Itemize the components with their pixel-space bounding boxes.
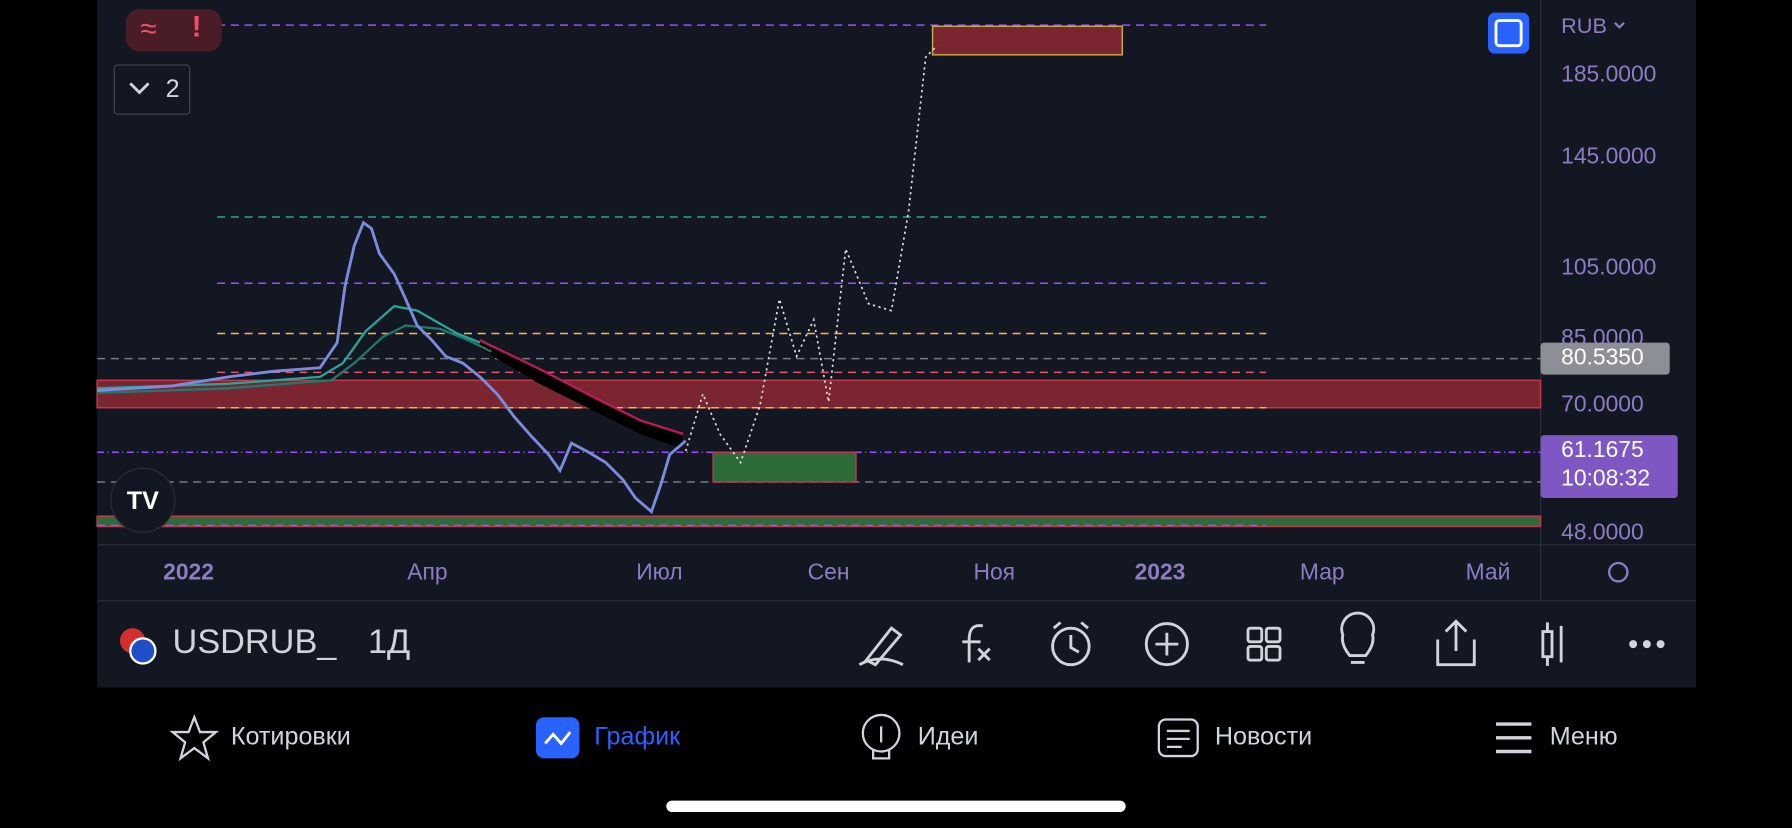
price-label: 185.0000 <box>1561 60 1656 86</box>
nav-item[interactable]: Меню <box>1550 722 1618 750</box>
logo-mark: TV <box>127 487 159 515</box>
price-series <box>97 220 687 515</box>
fullscreen-icon <box>1494 19 1523 48</box>
time-label: Ноя <box>974 558 1016 584</box>
last-price: 80.5350 <box>1561 344 1644 370</box>
collapsed-count: 2 <box>166 75 180 103</box>
flag <box>129 637 157 665</box>
levels <box>96 24 1542 528</box>
alert-icon: ! <box>192 10 202 43</box>
collapse-button[interactable] <box>113 64 191 115</box>
price-label: 48.0000 <box>1561 518 1644 544</box>
chart-panel <box>97 0 1697 688</box>
layout-icon <box>1246 644 1264 662</box>
support-zone <box>96 515 1542 528</box>
nav-item[interactable]: График <box>594 722 681 750</box>
indicators-icon[interactable] <box>962 624 991 663</box>
price-label: 145.0000 <box>1561 143 1656 169</box>
news-nav-icon[interactable] <box>1157 718 1199 758</box>
time-label: 2023 <box>1135 558 1186 584</box>
candle-wicks <box>1546 622 1563 666</box>
settings-icon[interactable] <box>1608 561 1629 583</box>
ideas-nav-icon[interactable] <box>861 713 901 753</box>
more-icon[interactable] <box>1629 640 1665 649</box>
quotes-icon[interactable] <box>169 714 220 762</box>
menu-nav-icon[interactable] <box>1496 722 1532 754</box>
time-label: Мар <box>1300 558 1345 584</box>
add-icon[interactable] <box>1144 622 1189 667</box>
dot <box>1642 640 1651 649</box>
news-icon-lines <box>1166 729 1190 749</box>
fullscreen-button[interactable] <box>1488 12 1530 54</box>
interval[interactable]: 1Д <box>368 623 410 661</box>
current-price: 61.1675 <box>1561 436 1644 462</box>
home-indicator <box>666 800 1126 813</box>
current-price-badge <box>1540 435 1678 498</box>
ideas-icon-detail <box>872 726 891 760</box>
draw-icon[interactable] <box>858 626 904 667</box>
time-label: Май <box>1466 558 1511 584</box>
entry-box <box>712 451 857 483</box>
time-label: Сен <box>808 558 850 584</box>
chart-icon-line <box>544 731 572 746</box>
ma-line <box>97 324 492 395</box>
time-label: 2022 <box>163 558 214 584</box>
nav-item[interactable]: Новости <box>1215 722 1312 750</box>
time-label: Июл <box>636 558 682 584</box>
dot <box>1656 640 1665 649</box>
nav-item[interactable]: Идеи <box>918 722 979 750</box>
plus <box>1155 632 1179 656</box>
currency[interactable]: RUB <box>1561 13 1607 38</box>
alert-clock-icon[interactable] <box>1051 626 1091 667</box>
resistance-zone <box>96 379 1542 409</box>
alert-icon: ≈ <box>140 13 156 46</box>
ideas-icon[interactable] <box>1340 611 1376 664</box>
layout-icon <box>1264 626 1282 644</box>
chevron <box>129 82 150 95</box>
last-price-badge <box>1540 342 1670 375</box>
nav-item[interactable]: Котировки <box>231 722 351 750</box>
share-icon[interactable] <box>1436 619 1476 667</box>
clock-hands <box>1052 621 1089 654</box>
target-box <box>931 25 1124 56</box>
ma-line <box>479 339 684 436</box>
symbol[interactable]: USDRUB_ <box>173 623 338 661</box>
layout-icon <box>1264 644 1282 662</box>
alerts-badge[interactable] <box>125 9 222 52</box>
price-label: 70.0000 <box>1561 390 1644 416</box>
toolbar-icons <box>858 611 1563 667</box>
time-axis: 2022 Апр Июл Сен Ноя 2023 Мар Май <box>163 558 1510 584</box>
logo <box>110 467 176 533</box>
layout-icon[interactable] <box>1246 626 1264 644</box>
ma-line <box>97 304 481 390</box>
projection <box>684 45 938 465</box>
time-label: Апр <box>407 558 447 584</box>
chevron <box>1614 22 1625 30</box>
ma-band <box>480 340 684 448</box>
dot <box>1629 640 1638 649</box>
countdown: 10:08:32 <box>1561 465 1650 491</box>
price-label: 105.0000 <box>1561 253 1656 279</box>
